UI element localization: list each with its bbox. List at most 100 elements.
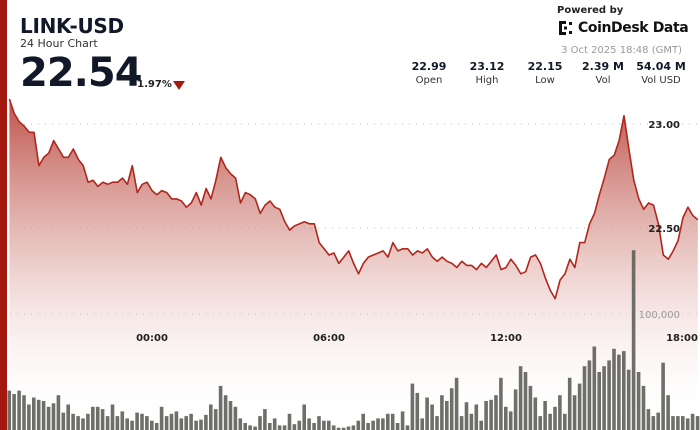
stats-row: 22.99 Open 23.12 High 22.15 Low 2.39 M Vol 5… xyxy=(400,60,690,86)
volume-bar xyxy=(504,406,508,430)
volume-bar xyxy=(558,395,562,430)
volume-bar xyxy=(218,385,223,430)
volume-bar xyxy=(494,395,498,430)
price-tick-label: 22.50 xyxy=(648,224,680,235)
volume-bar xyxy=(159,406,164,430)
volume-bar xyxy=(661,362,665,430)
volume-bar xyxy=(435,416,439,430)
volume-bar xyxy=(150,420,154,430)
volume-bar xyxy=(282,425,287,430)
volume-bar xyxy=(125,418,129,430)
volume-bar xyxy=(253,426,257,430)
down-triangle-icon xyxy=(173,81,185,90)
volume-bar xyxy=(268,423,272,430)
volume-bar xyxy=(523,372,528,430)
volume-bar xyxy=(346,426,351,430)
volume-bar xyxy=(22,395,26,430)
volume-bar xyxy=(292,424,297,430)
volume-bar xyxy=(592,346,597,430)
stat-label: Open xyxy=(415,75,443,86)
volume-bar xyxy=(449,388,454,430)
volume-bar xyxy=(425,397,429,430)
volume-bar xyxy=(626,369,631,430)
volume-bar xyxy=(184,416,188,430)
volume-bar xyxy=(656,412,660,430)
volume-bar xyxy=(636,372,641,430)
volume-bar xyxy=(602,366,606,430)
volume-bar xyxy=(681,416,685,430)
volume-bar xyxy=(518,366,523,430)
volume-bar xyxy=(213,409,218,430)
volume-bar xyxy=(361,413,365,430)
volume-bar xyxy=(223,395,228,430)
volume-bar xyxy=(376,418,380,430)
volume-bar xyxy=(46,406,51,430)
volume-bar xyxy=(135,412,139,430)
stat-label: Vol USD xyxy=(641,75,681,86)
volume-bar xyxy=(322,420,326,430)
time-tick-label: 06:00 xyxy=(313,333,345,344)
volume-bar xyxy=(238,418,243,430)
volume-bar xyxy=(27,404,31,430)
volume-bar xyxy=(154,423,159,430)
volume-bar xyxy=(56,395,61,430)
volume-bar xyxy=(140,413,144,430)
volume-bar xyxy=(145,416,149,430)
volume-bar xyxy=(631,250,636,430)
volume-bar xyxy=(7,390,11,430)
stat-vol: 2.39 M Vol xyxy=(574,60,632,86)
volume-bar xyxy=(366,423,370,430)
volume-bar xyxy=(641,385,646,430)
volume-bar xyxy=(327,420,331,430)
volume-tick-label: 100,000 xyxy=(639,310,680,321)
volume-bar xyxy=(533,397,538,430)
volume-bar xyxy=(81,418,85,430)
volume-bar xyxy=(499,377,503,430)
volume-bar xyxy=(508,411,513,430)
volume-bar xyxy=(258,416,262,430)
volume-bar xyxy=(386,413,390,430)
volume-bar xyxy=(174,411,179,430)
volume-bar xyxy=(622,351,626,430)
stat-value: 2.39 M xyxy=(582,60,624,73)
volume-bar xyxy=(233,406,238,430)
volume-bar xyxy=(587,360,592,430)
volume-bar xyxy=(548,413,552,430)
volume-bar xyxy=(469,413,474,430)
volume-bar xyxy=(71,413,75,430)
price-change: -1.97% xyxy=(133,79,172,90)
volume-bar xyxy=(36,399,41,430)
timestamp: 3 Oct 2025 18:48 (GMT) xyxy=(561,45,682,56)
time-tick-label: 18:00 xyxy=(666,333,698,344)
stat-open: 22.99 Open xyxy=(400,60,458,86)
volume-bar xyxy=(66,404,70,430)
stat-low: 22.15 Low xyxy=(516,60,574,86)
volume-bar xyxy=(110,404,115,430)
volume-bar xyxy=(356,420,361,430)
volume-bar xyxy=(169,413,174,430)
volume-bar xyxy=(553,406,557,430)
stat-label: Low xyxy=(535,75,555,86)
volume-bar xyxy=(440,395,444,430)
volume-bar xyxy=(528,385,533,430)
brand-logo: CoinDesk Data xyxy=(558,20,689,36)
volume-bar xyxy=(228,401,233,430)
volume-bar xyxy=(474,404,479,430)
volume-bar xyxy=(100,409,105,430)
volume-bar xyxy=(676,416,680,430)
volume-bar xyxy=(248,425,252,430)
stat-value: 54.04 M xyxy=(636,60,686,73)
volume-bar xyxy=(538,416,542,430)
volume-bar xyxy=(307,418,311,430)
volume-bar xyxy=(577,383,582,430)
chart-subtitle: 24 Hour Chart xyxy=(20,37,98,50)
volume-bar xyxy=(543,401,547,430)
volume-bar xyxy=(464,402,469,430)
volume-bar xyxy=(189,413,193,430)
volume-bar xyxy=(646,409,651,430)
volume-bar xyxy=(513,389,518,430)
volume-bar xyxy=(582,366,587,430)
volume-bar xyxy=(105,416,110,430)
volume-bar xyxy=(277,425,282,430)
